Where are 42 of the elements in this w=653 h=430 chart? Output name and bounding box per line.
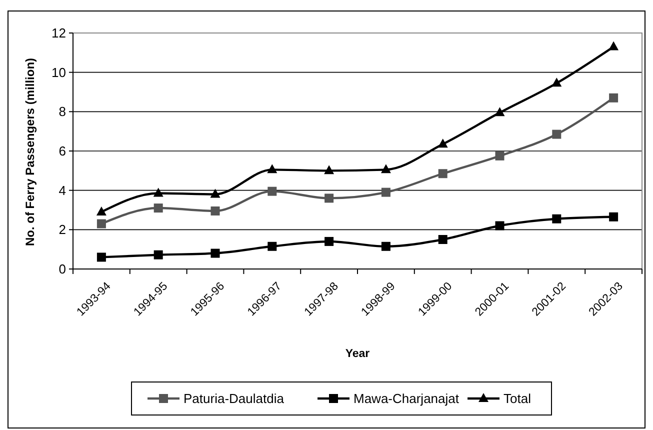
point	[96, 219, 106, 228]
point	[267, 164, 278, 174]
point	[438, 235, 448, 244]
point	[153, 188, 164, 197]
point	[438, 169, 448, 178]
y-tick-label: 0	[58, 262, 66, 277]
y-tick-label: 2	[58, 222, 66, 238]
y-tick-label: 4	[58, 182, 66, 198]
y-axis-title: No. of Ferry Passengers (million)	[23, 58, 37, 246]
point	[609, 212, 618, 222]
x-axis-title: Year	[345, 348, 370, 360]
y-tick-label: 12	[52, 26, 66, 41]
point	[324, 165, 334, 174]
point	[608, 41, 619, 50]
y-tick-label: 10	[52, 64, 66, 80]
y-tick-label: 8	[58, 104, 66, 120]
point	[268, 242, 277, 251]
point	[381, 242, 390, 251]
point	[154, 250, 163, 260]
point	[324, 236, 334, 246]
point	[438, 138, 448, 148]
point	[268, 186, 277, 196]
point	[495, 221, 504, 230]
point	[552, 130, 562, 139]
point	[96, 206, 106, 216]
point	[552, 214, 562, 224]
point	[494, 107, 505, 116]
point	[210, 206, 220, 216]
legend-label: Paturia-Daulatdia	[184, 391, 285, 406]
point	[96, 252, 106, 262]
y-tick-label: 6	[58, 144, 66, 159]
point	[380, 164, 391, 174]
point	[210, 188, 220, 198]
legend-label: Mawa-Charjanajat	[354, 391, 460, 406]
point	[609, 93, 618, 102]
legend-label: Total	[504, 391, 532, 406]
point	[210, 248, 220, 258]
point	[154, 204, 163, 213]
point	[495, 151, 504, 160]
point	[381, 188, 390, 197]
point	[552, 78, 562, 87]
point	[324, 194, 334, 203]
